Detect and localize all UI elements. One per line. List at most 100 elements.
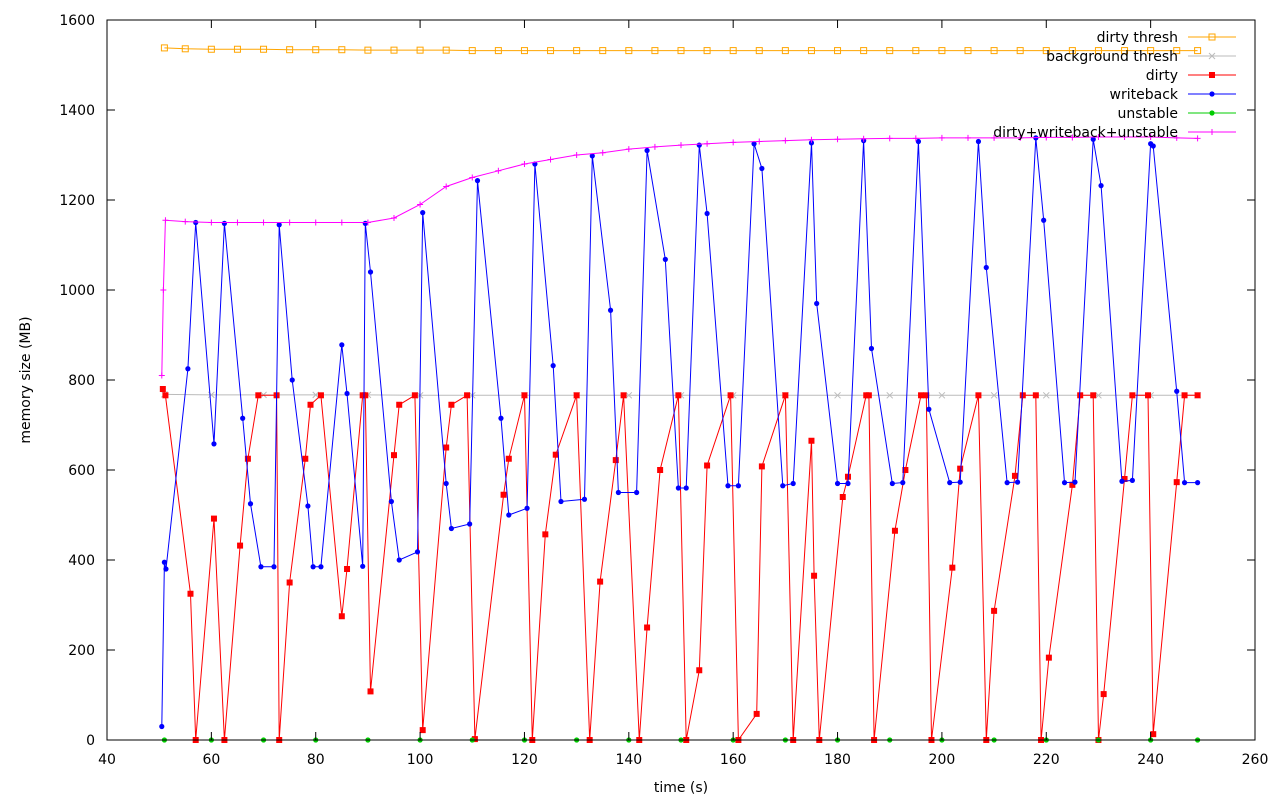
legend-marker (1208, 52, 1216, 60)
data-point (1017, 134, 1024, 141)
series-writeback (159, 135, 1201, 730)
y-tick-label: 200 (68, 643, 95, 659)
data-point (807, 47, 815, 55)
data-point (160, 44, 168, 52)
data-point (991, 607, 998, 614)
x-tick-label: 100 (407, 752, 434, 768)
data-point (1100, 691, 1107, 698)
data-point (808, 140, 815, 146)
data-point (1004, 480, 1010, 486)
y-axis: 0 200 400 600 800 1000 1200 1400 1600 (59, 13, 1255, 749)
data-point (289, 377, 295, 383)
data-point (834, 47, 842, 55)
legend-marker (1209, 110, 1215, 116)
data-point (367, 688, 374, 695)
legend-label: writeback (1110, 87, 1179, 103)
data-point (735, 483, 742, 489)
data-point (620, 392, 627, 399)
data-point (552, 451, 559, 458)
data-point (448, 401, 455, 408)
data-point (790, 480, 796, 487)
data-point (1042, 47, 1050, 55)
data-point (505, 455, 512, 462)
data-point (318, 564, 324, 570)
data-point (573, 392, 580, 399)
data-point (781, 47, 789, 55)
data-point (367, 269, 374, 275)
data-point (1121, 134, 1128, 140)
data-point (834, 480, 841, 487)
data-point (237, 542, 244, 549)
data-point (1194, 47, 1202, 55)
data-point (677, 47, 685, 55)
data-point (364, 219, 371, 226)
data-point (1174, 388, 1180, 394)
data-point (983, 264, 989, 271)
data-point (678, 142, 684, 149)
data-point (391, 452, 397, 459)
x-tick-label: 80 (307, 752, 325, 768)
data-point (420, 210, 426, 216)
data-point (521, 161, 528, 167)
data-point (938, 134, 945, 141)
data-point (644, 624, 651, 631)
data-point (391, 215, 397, 221)
series-dirty-writeback-unstable (158, 134, 1201, 379)
data-point (1095, 134, 1102, 140)
data-point (344, 566, 351, 572)
data-point (271, 564, 277, 570)
data-point (159, 723, 165, 730)
data-point (1147, 134, 1154, 140)
data-point (474, 178, 481, 184)
data-point (260, 45, 268, 53)
data-point (912, 135, 919, 142)
y-tick-label: 0 (86, 733, 95, 749)
data-point (725, 483, 731, 489)
x-tick-label: 140 (615, 752, 642, 768)
data-point (759, 165, 765, 172)
legend-entry: writeback (1110, 87, 1236, 103)
data-point (276, 222, 282, 228)
legend-label: dirty+writeback+unstable (993, 125, 1178, 141)
data-point (210, 515, 217, 522)
data-point (938, 391, 946, 399)
data-point (344, 390, 350, 397)
data-point (159, 386, 166, 392)
y-tick-label: 600 (68, 463, 95, 479)
data-point (1181, 480, 1188, 486)
data-point (558, 498, 564, 505)
data-point (160, 287, 167, 293)
data-point (524, 505, 530, 511)
data-point (1019, 392, 1026, 399)
x-axis: 40 60 80 100 120 140 160 180 200 220 240 260 (98, 20, 1268, 768)
data-point (158, 372, 165, 379)
data-point (865, 392, 872, 399)
data-point (468, 47, 476, 55)
data-point (625, 47, 633, 55)
data-point (675, 485, 681, 491)
data-point (362, 220, 368, 226)
data-point (957, 465, 964, 472)
data-point (338, 219, 345, 226)
data-point (162, 392, 169, 399)
x-tick-label: 160 (720, 752, 747, 768)
data-point (814, 300, 820, 307)
data-point (926, 406, 932, 412)
data-point (704, 462, 711, 469)
data-point (599, 149, 606, 156)
data-point (233, 45, 241, 53)
data-point (469, 174, 476, 181)
data-point (704, 140, 711, 147)
data-point (506, 512, 512, 518)
data-point (442, 46, 450, 54)
x-tick-label: 260 (1242, 752, 1269, 768)
data-point (573, 152, 580, 158)
data-point (1043, 134, 1050, 141)
legend-label: background thresh (1046, 49, 1178, 65)
x-axis-label: time (s) (654, 780, 708, 796)
data-point (573, 47, 581, 55)
data-point (339, 342, 345, 348)
data-point (207, 45, 215, 53)
data-point (696, 142, 702, 148)
